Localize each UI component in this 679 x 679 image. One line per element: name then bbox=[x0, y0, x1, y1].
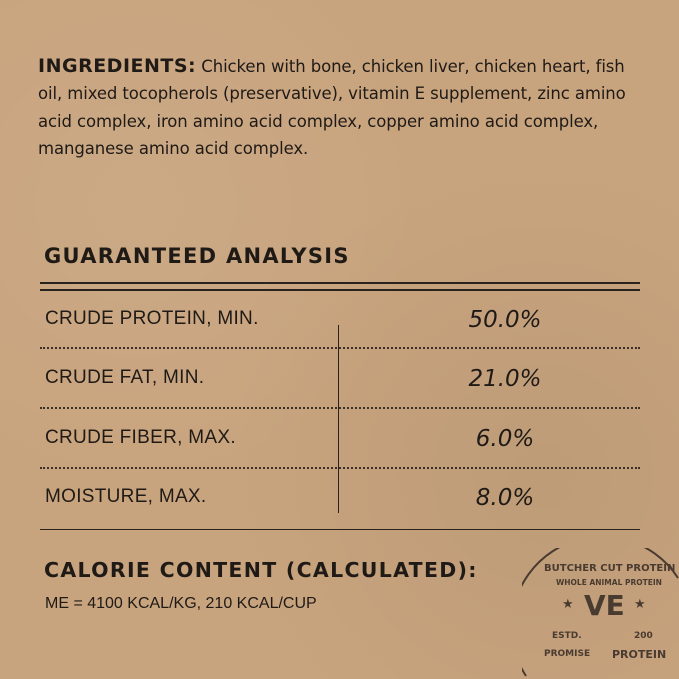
ingredients-paragraph: INGREDIENTS: Chicken with bone, chicken … bbox=[38, 53, 648, 162]
guaranteed-analysis-title: GUARANTEED ANALYSIS bbox=[44, 244, 350, 268]
calorie-content-text: ME = 4100 KCAL/KG, 210 KCAL/CUP bbox=[45, 595, 317, 612]
stamp-logo-text: VE bbox=[584, 589, 625, 622]
analysis-row-value: 21.0% bbox=[468, 366, 542, 392]
dotted-divider bbox=[40, 467, 640, 469]
ingredients-label: INGREDIENTS: bbox=[38, 55, 197, 77]
calorie-content-title: CALORIE CONTENT (CALCULATED): bbox=[44, 558, 478, 582]
stamp-right-text: PROTEIN bbox=[612, 648, 667, 661]
analysis-row-label: CRUDE FIBER, MAX. bbox=[45, 427, 236, 448]
analysis-row-value: 8.0% bbox=[475, 485, 535, 511]
stamp-year-text: 200 bbox=[634, 631, 653, 641]
column-divider bbox=[338, 325, 339, 513]
dotted-divider bbox=[40, 347, 640, 349]
star-icon: ★ bbox=[634, 597, 646, 612]
brand-stamp-logo: BUTCHER CUT PROTEIN WHOLE ANIMAL PROTEIN… bbox=[522, 548, 679, 679]
double-rule-top bbox=[40, 282, 640, 284]
double-rule-bottom bbox=[40, 289, 640, 291]
stamp-estd-text: ESTD. bbox=[552, 631, 582, 641]
stamp-ring bbox=[522, 548, 679, 677]
table-bottom-rule bbox=[40, 529, 640, 530]
analysis-row-value: 50.0% bbox=[468, 307, 542, 333]
analysis-row-label: CRUDE PROTEIN, MIN. bbox=[45, 308, 259, 329]
ingredients-text: Chicken with bone, chicken liver, chicke… bbox=[38, 57, 626, 158]
analysis-row-label: MOISTURE, MAX. bbox=[45, 486, 207, 507]
dotted-divider bbox=[40, 407, 640, 409]
stamp-outer-text: BUTCHER CUT PROTEIN bbox=[544, 563, 676, 574]
star-icon: ★ bbox=[562, 597, 574, 612]
analysis-row-value: 6.0% bbox=[475, 426, 535, 452]
stamp-promise-text: PROMISE bbox=[544, 649, 591, 659]
analysis-row-label: CRUDE FAT, MIN. bbox=[45, 367, 205, 388]
stamp-inner-text: WHOLE ANIMAL PROTEIN bbox=[556, 578, 662, 587]
